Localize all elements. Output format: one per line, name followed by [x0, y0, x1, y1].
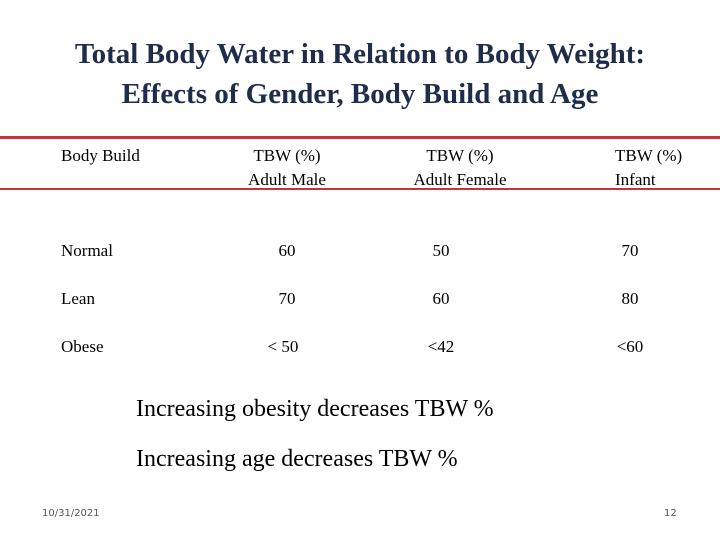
header-adult-female-line-2: Adult Female	[413, 170, 507, 189]
row-label-obese: Obese	[61, 337, 104, 356]
header-infant-line-2: Infant	[615, 170, 656, 189]
cell-lean-female: 60	[432, 289, 450, 308]
slide-title: Total Body Water in Relation to Body Wei…	[0, 34, 720, 114]
cell-obese-male: < 50	[267, 337, 299, 356]
cell-lean-male: 70	[278, 289, 296, 308]
slide-title-line-1: Total Body Water in Relation to Body Wei…	[74, 38, 646, 70]
header-adult-male: TBW (%) Adult Male	[232, 144, 342, 192]
cell-normal-female: 50	[432, 241, 450, 260]
header-adult-female-line-1: TBW (%)	[426, 146, 494, 165]
table-header-rule	[0, 188, 720, 190]
header-body-build: Body Build	[61, 146, 140, 165]
cell-normal-infant: 70	[621, 241, 639, 260]
header-adult-male-line-1: TBW (%)	[253, 146, 321, 165]
cell-obese-female: <42	[427, 337, 455, 356]
header-adult-female: TBW (%) Adult Female	[396, 144, 524, 192]
slide-title-line-2: Effects of Gender, Body Build and Age	[121, 78, 599, 110]
cell-lean-infant: 80	[621, 289, 639, 308]
cell-normal-male: 60	[278, 241, 296, 260]
footer-date: 10/31/2021	[42, 508, 100, 519]
header-adult-male-line-2: Adult Male	[248, 170, 326, 189]
table-top-rule	[0, 136, 720, 139]
header-infant-line-1: TBW (%)	[615, 146, 683, 165]
header-infant: TBW (%) Infant	[615, 144, 682, 192]
row-label-lean: Lean	[61, 289, 95, 308]
note-obesity: Increasing obesity decreases TBW %	[136, 396, 494, 422]
note-age: Increasing age decreases TBW %	[136, 446, 458, 472]
cell-obese-infant: <60	[616, 337, 644, 356]
row-label-normal: Normal	[61, 241, 113, 260]
footer-page-number: 12	[664, 508, 677, 519]
